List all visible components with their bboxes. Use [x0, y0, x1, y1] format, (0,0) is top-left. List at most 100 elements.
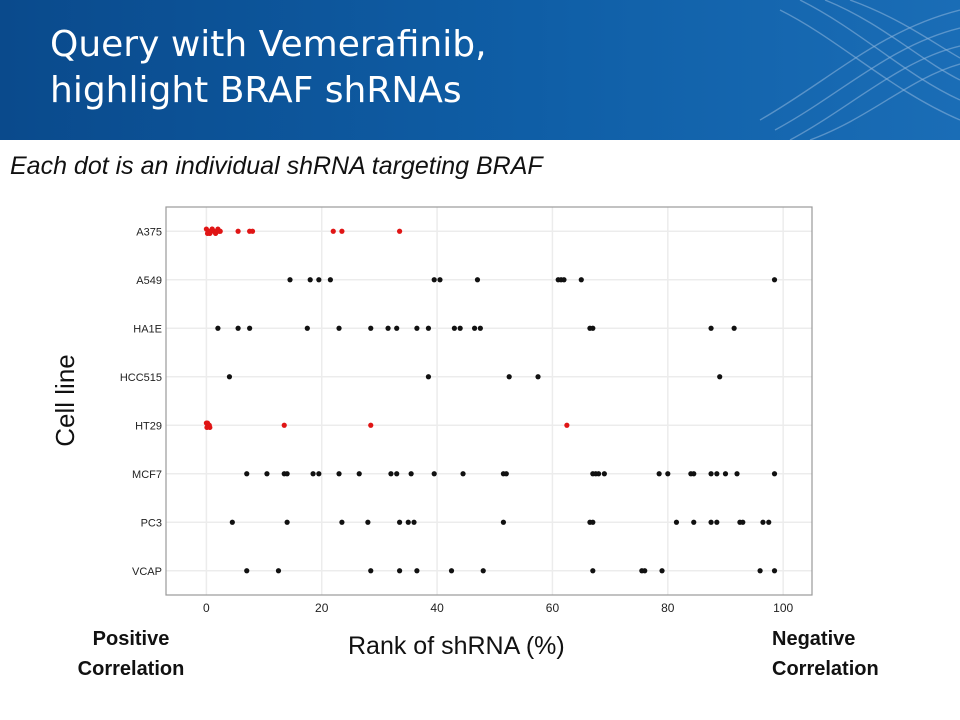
data-point-a375	[204, 230, 211, 237]
data-point-ha1e	[385, 325, 391, 331]
x-tick-label: 60	[546, 601, 560, 615]
negative-correlation-label: Negative Correlation	[772, 628, 879, 680]
data-point-ha1e	[304, 325, 310, 331]
x-axis-label: Rank of shRNA (%)	[348, 632, 565, 660]
data-point-vcap	[275, 568, 282, 574]
data-point-vcap	[757, 568, 763, 574]
y-axis-label-wrap: Cell line	[38, 340, 92, 460]
data-point-pc3	[284, 519, 290, 525]
data-point-pc3	[760, 519, 766, 525]
data-point-vcap	[396, 568, 403, 574]
data-point-a375	[330, 228, 336, 234]
data-point-a375	[396, 228, 403, 234]
y-tick-label: PC3	[141, 517, 162, 529]
data-point-ha1e	[368, 325, 374, 331]
data-point-pc3	[714, 519, 720, 525]
y-tick-label: A549	[136, 275, 162, 287]
data-point-mcf7	[356, 471, 362, 477]
data-point-hcc515	[717, 374, 723, 380]
data-point-a375	[216, 228, 222, 234]
data-point-hcc515	[506, 374, 512, 380]
data-point-mcf7	[394, 471, 400, 477]
data-point-mcf7	[708, 471, 714, 477]
data-point-mcf7	[595, 471, 602, 477]
data-point-mcf7	[734, 471, 740, 477]
data-point-a549	[327, 277, 333, 283]
y-tick-label: MCF7	[132, 469, 162, 481]
x-tick-label: 80	[661, 601, 675, 615]
data-point-mcf7	[310, 471, 316, 477]
data-point-pc3	[740, 519, 746, 525]
data-point-pc3	[229, 519, 235, 525]
x-tick-label: 20	[315, 601, 329, 615]
data-point-mcf7	[460, 471, 466, 477]
plot-frame	[165, 206, 813, 596]
slide-title: Query with Vemerafinib, highlight BRAF s…	[50, 24, 487, 111]
y-tick-label: HA1E	[133, 323, 162, 335]
data-point-a549	[287, 277, 293, 283]
data-point-a375	[249, 228, 256, 234]
slide-header: Query with Vemerafinib, highlight BRAF s…	[0, 0, 960, 140]
wave-logo-icon	[759, 0, 960, 140]
data-point-pc3	[365, 519, 371, 525]
y-tick-label: HCC515	[120, 372, 162, 384]
data-point-hcc515	[425, 374, 432, 380]
data-point-ha1e	[590, 325, 596, 331]
data-point-mcf7	[503, 471, 509, 477]
data-point-pc3	[411, 519, 417, 525]
data-point-ht29	[564, 422, 570, 428]
data-point-mcf7	[316, 471, 322, 477]
data-point-ha1e	[457, 325, 463, 331]
data-point-mcf7	[714, 471, 720, 477]
y-tick-label: A375	[136, 226, 162, 238]
y-tick-label: HT29	[135, 420, 162, 432]
data-point-ha1e	[731, 325, 737, 331]
data-point-vcap	[771, 568, 778, 574]
data-point-a549	[437, 277, 443, 283]
data-point-pc3	[673, 519, 680, 525]
data-point-a375	[209, 226, 215, 232]
data-point-vcap	[244, 568, 250, 574]
data-point-mcf7	[284, 471, 290, 477]
data-point-vcap	[480, 568, 486, 574]
y-axis-label: Cell line	[49, 353, 80, 447]
data-point-a375	[235, 228, 241, 234]
plot-area	[166, 207, 812, 595]
data-point-vcap	[414, 568, 420, 574]
data-point-a549	[307, 277, 313, 283]
data-point-a549	[474, 277, 481, 283]
data-point-mcf7	[665, 471, 671, 477]
data-point-pc3	[500, 519, 507, 525]
data-point-a549	[771, 277, 778, 283]
x-tick-label: 40	[430, 601, 444, 615]
x-tick-label: 0	[203, 601, 210, 615]
data-point-mcf7	[656, 471, 662, 477]
data-point-pc3	[708, 519, 714, 525]
data-point-pc3	[339, 519, 345, 525]
data-point-ha1e	[451, 325, 457, 331]
scatter-chart: 0 20 40 60 80 100 A375 A549 HA1E HCC515 HT29 MCF7 PC…	[120, 206, 813, 615]
chart-subtitle: Each dot is an individual shRNA targetin…	[10, 152, 543, 180]
data-point-vcap	[368, 568, 374, 574]
data-point-ha1e	[471, 325, 478, 331]
data-point-vcap	[590, 568, 596, 574]
data-point-mcf7	[691, 471, 697, 477]
data-point-mcf7	[601, 471, 607, 477]
data-point-ha1e	[235, 325, 241, 331]
data-point-vcap	[659, 568, 665, 574]
data-point-a549	[561, 277, 567, 283]
data-point-ht29	[281, 422, 287, 428]
data-point-a549	[578, 277, 584, 283]
data-point-ha1e	[477, 325, 483, 331]
positive-correlation-label: Positive Correlation	[77, 628, 185, 680]
data-point-pc3	[396, 519, 403, 525]
data-point-pc3	[590, 519, 596, 525]
data-point-ha1e	[394, 325, 400, 331]
y-tick-label: VCAP	[132, 566, 162, 578]
data-point-mcf7	[244, 471, 250, 477]
data-point-pc3	[766, 519, 772, 525]
data-point-mcf7	[722, 471, 729, 477]
data-point-ha1e	[425, 325, 432, 331]
data-point-hcc515	[535, 374, 541, 380]
data-point-mcf7	[388, 471, 394, 477]
